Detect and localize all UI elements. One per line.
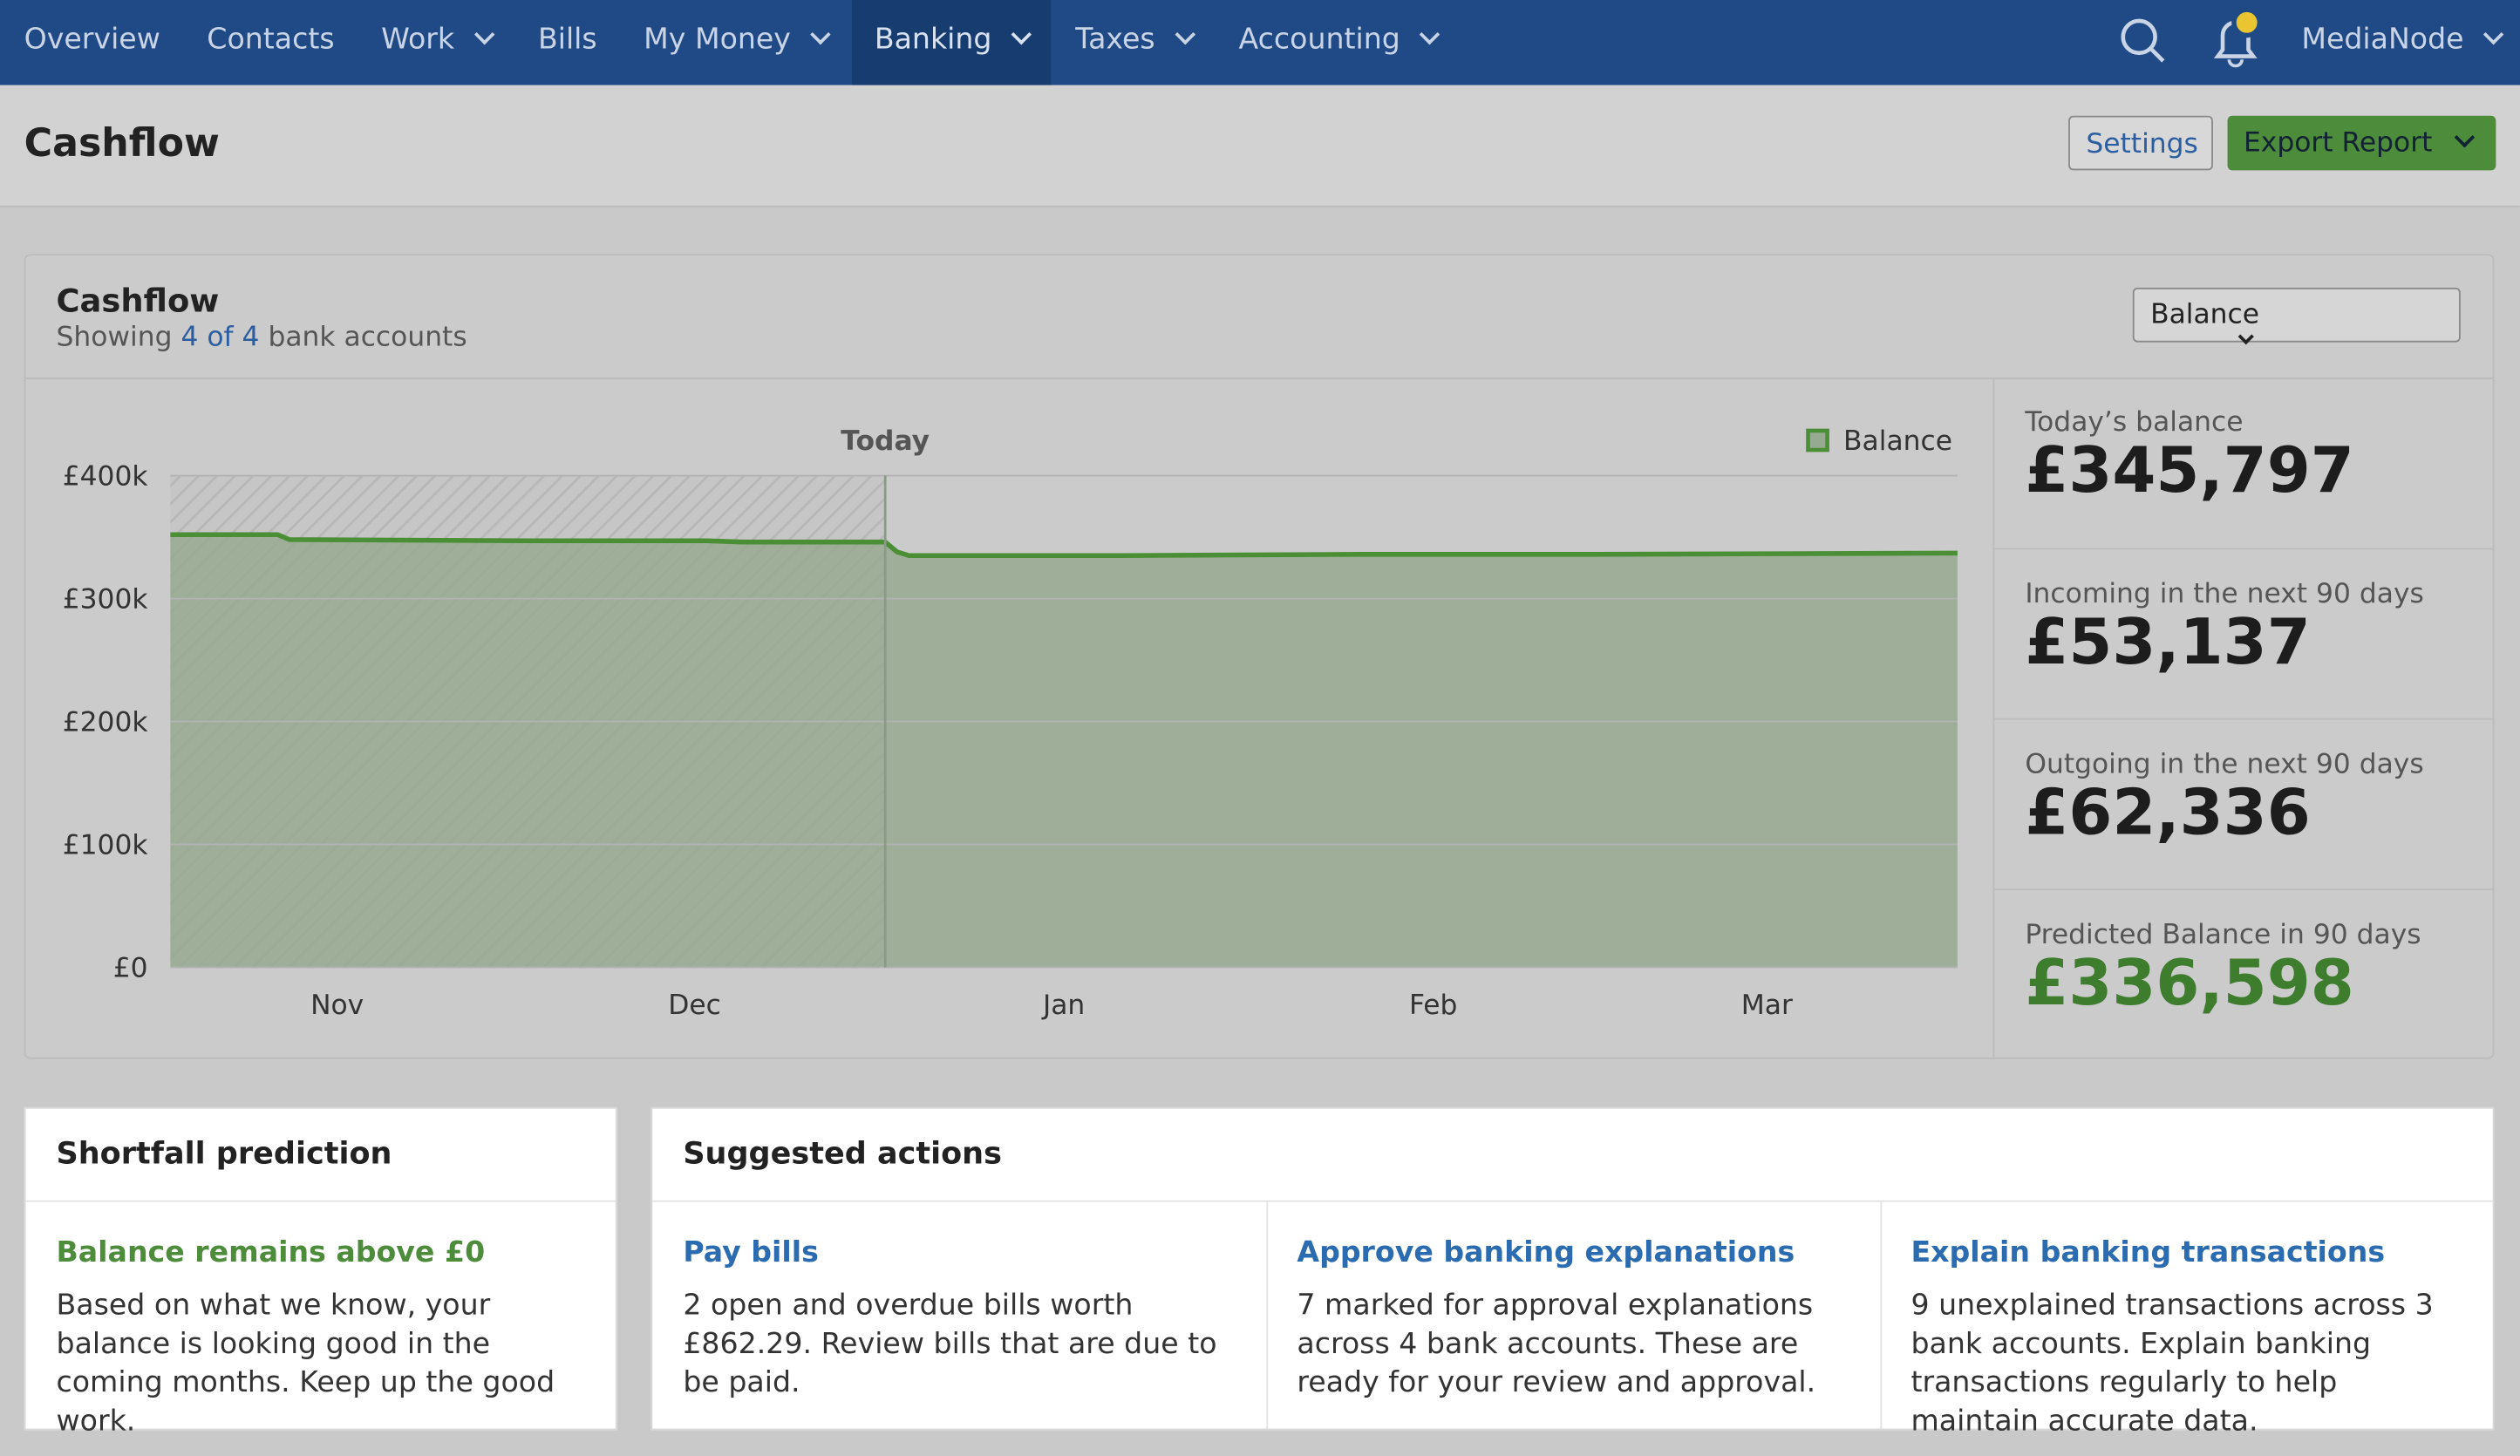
shortfall-status: Balance remains above £0 bbox=[56, 1235, 486, 1270]
legend-label: Balance bbox=[1843, 425, 1952, 457]
subtitle-text: Showing bbox=[56, 321, 173, 354]
y-tick-label: £100k bbox=[63, 830, 149, 861]
notifications-icon[interactable] bbox=[2208, 3, 2272, 68]
action-text: 2 open and overdue bills worth £862.29. … bbox=[683, 1289, 1217, 1400]
y-tick-label: £200k bbox=[63, 707, 149, 738]
x-tick-label: Feb bbox=[1409, 990, 1457, 1021]
action-link[interactable]: Pay bills bbox=[683, 1235, 819, 1270]
card-title: Shortfall prediction bbox=[56, 1136, 392, 1172]
nav-item[interactable]: Accounting bbox=[1216, 0, 1460, 85]
nav-item[interactable]: Work bbox=[358, 0, 514, 85]
user-name: MediaNode bbox=[2301, 22, 2464, 57]
stat-value: £62,336 bbox=[2025, 778, 2311, 851]
stat-value: £345,797 bbox=[2025, 435, 2354, 508]
nav-item[interactable]: Overview bbox=[2, 0, 183, 85]
x-tick-label: Dec bbox=[668, 990, 721, 1021]
nav-label: Bills bbox=[537, 22, 597, 57]
action-link[interactable]: Approve banking explanations bbox=[1297, 1235, 1795, 1270]
shortfall-card: Shortfall prediction Balance remains abo… bbox=[24, 1106, 617, 1439]
action-link[interactable]: Explain banking transactions bbox=[1910, 1235, 2386, 1270]
stat: Today’s balance £345,797 bbox=[1992, 378, 2494, 548]
nav-bar: MediaNode Overview Contacts Work Bills My Mo… bbox=[0, 0, 2520, 85]
shortfall-text: Based on what we know, your balance is l… bbox=[56, 1289, 555, 1439]
stat-value: £336,598 bbox=[2025, 948, 2354, 1021]
nav-label: Work bbox=[381, 22, 455, 57]
stat: Predicted Balance in 90 days £336,598 bbox=[1992, 888, 2495, 1058]
nav-label: Taxes bbox=[1075, 22, 1155, 57]
y-tick-label: £400k bbox=[63, 461, 149, 493]
stat-label: Predicted Balance in 90 days bbox=[2025, 919, 2421, 952]
nav-item[interactable]: Bills bbox=[515, 0, 619, 85]
page-title: Cashflow bbox=[24, 120, 220, 166]
x-tick-label: Nov bbox=[310, 990, 364, 1021]
action-text: 9 unexplained transactions across 3 bank… bbox=[1910, 1289, 2434, 1439]
y-tick-label: £0 bbox=[113, 953, 148, 984]
stat: Outgoing in the next 90 days £62,336 bbox=[1992, 718, 2495, 888]
select-value: Balance bbox=[2150, 298, 2260, 331]
nav-label: Overview bbox=[24, 22, 160, 57]
export-button[interactable]: Export Report bbox=[2227, 115, 2496, 171]
subtitle-text: bank accounts bbox=[268, 321, 467, 354]
user-menu[interactable]: MediaNode bbox=[2279, 0, 2520, 85]
card-subtitle: Showing 4 of 4 bank accounts bbox=[57, 322, 467, 354]
accounts-link[interactable]: 4 of 4 bbox=[180, 321, 260, 354]
card-title: Suggested actions bbox=[683, 1136, 1002, 1172]
view-select[interactable]: Balance bbox=[2132, 287, 2461, 345]
stat-value: £53,137 bbox=[2025, 607, 2311, 680]
stat: Incoming in the next 90 days £53,137 bbox=[1992, 548, 2495, 718]
stat-label: Today’s balance bbox=[2025, 406, 2244, 439]
nav-label: Banking bbox=[874, 22, 992, 57]
area bbox=[170, 534, 1958, 968]
nav-item[interactable]: Contacts bbox=[184, 0, 357, 85]
action-text: 7 marked for approval explanations acros… bbox=[1297, 1289, 1816, 1400]
stat-label: Outgoing in the next 90 days bbox=[2025, 748, 2424, 781]
nav-item[interactable]: Taxes bbox=[1052, 0, 1214, 85]
suggested-card: Suggested actions Pay bills 2 open and ov… bbox=[650, 1106, 2495, 1439]
today-label: Today bbox=[841, 425, 930, 457]
search-icon[interactable] bbox=[2116, 16, 2168, 67]
column-divider bbox=[1266, 1201, 1269, 1429]
nav-label: Accounting bbox=[1238, 22, 1400, 57]
card-title: Cashflow bbox=[56, 281, 220, 320]
settings-button[interactable]: Settings bbox=[2068, 115, 2213, 171]
export-label: Export Report bbox=[2243, 126, 2433, 160]
nav-label: Contacts bbox=[207, 22, 335, 57]
y-tick-label: £300k bbox=[63, 584, 149, 616]
column-divider bbox=[1880, 1201, 1883, 1429]
legend-swatch bbox=[1806, 428, 1829, 452]
stat-label: Incoming in the next 90 days bbox=[2025, 578, 2424, 611]
nav-item[interactable]: My Money bbox=[621, 0, 850, 85]
x-tick-label: Mar bbox=[1741, 990, 1793, 1021]
nav-item[interactable]: Banking bbox=[852, 0, 1052, 85]
title-bar: Cashflow Settings Export Report bbox=[0, 85, 2520, 208]
nav-label: My Money bbox=[644, 22, 791, 57]
x-tick-label: Jan bbox=[1041, 990, 1085, 1021]
